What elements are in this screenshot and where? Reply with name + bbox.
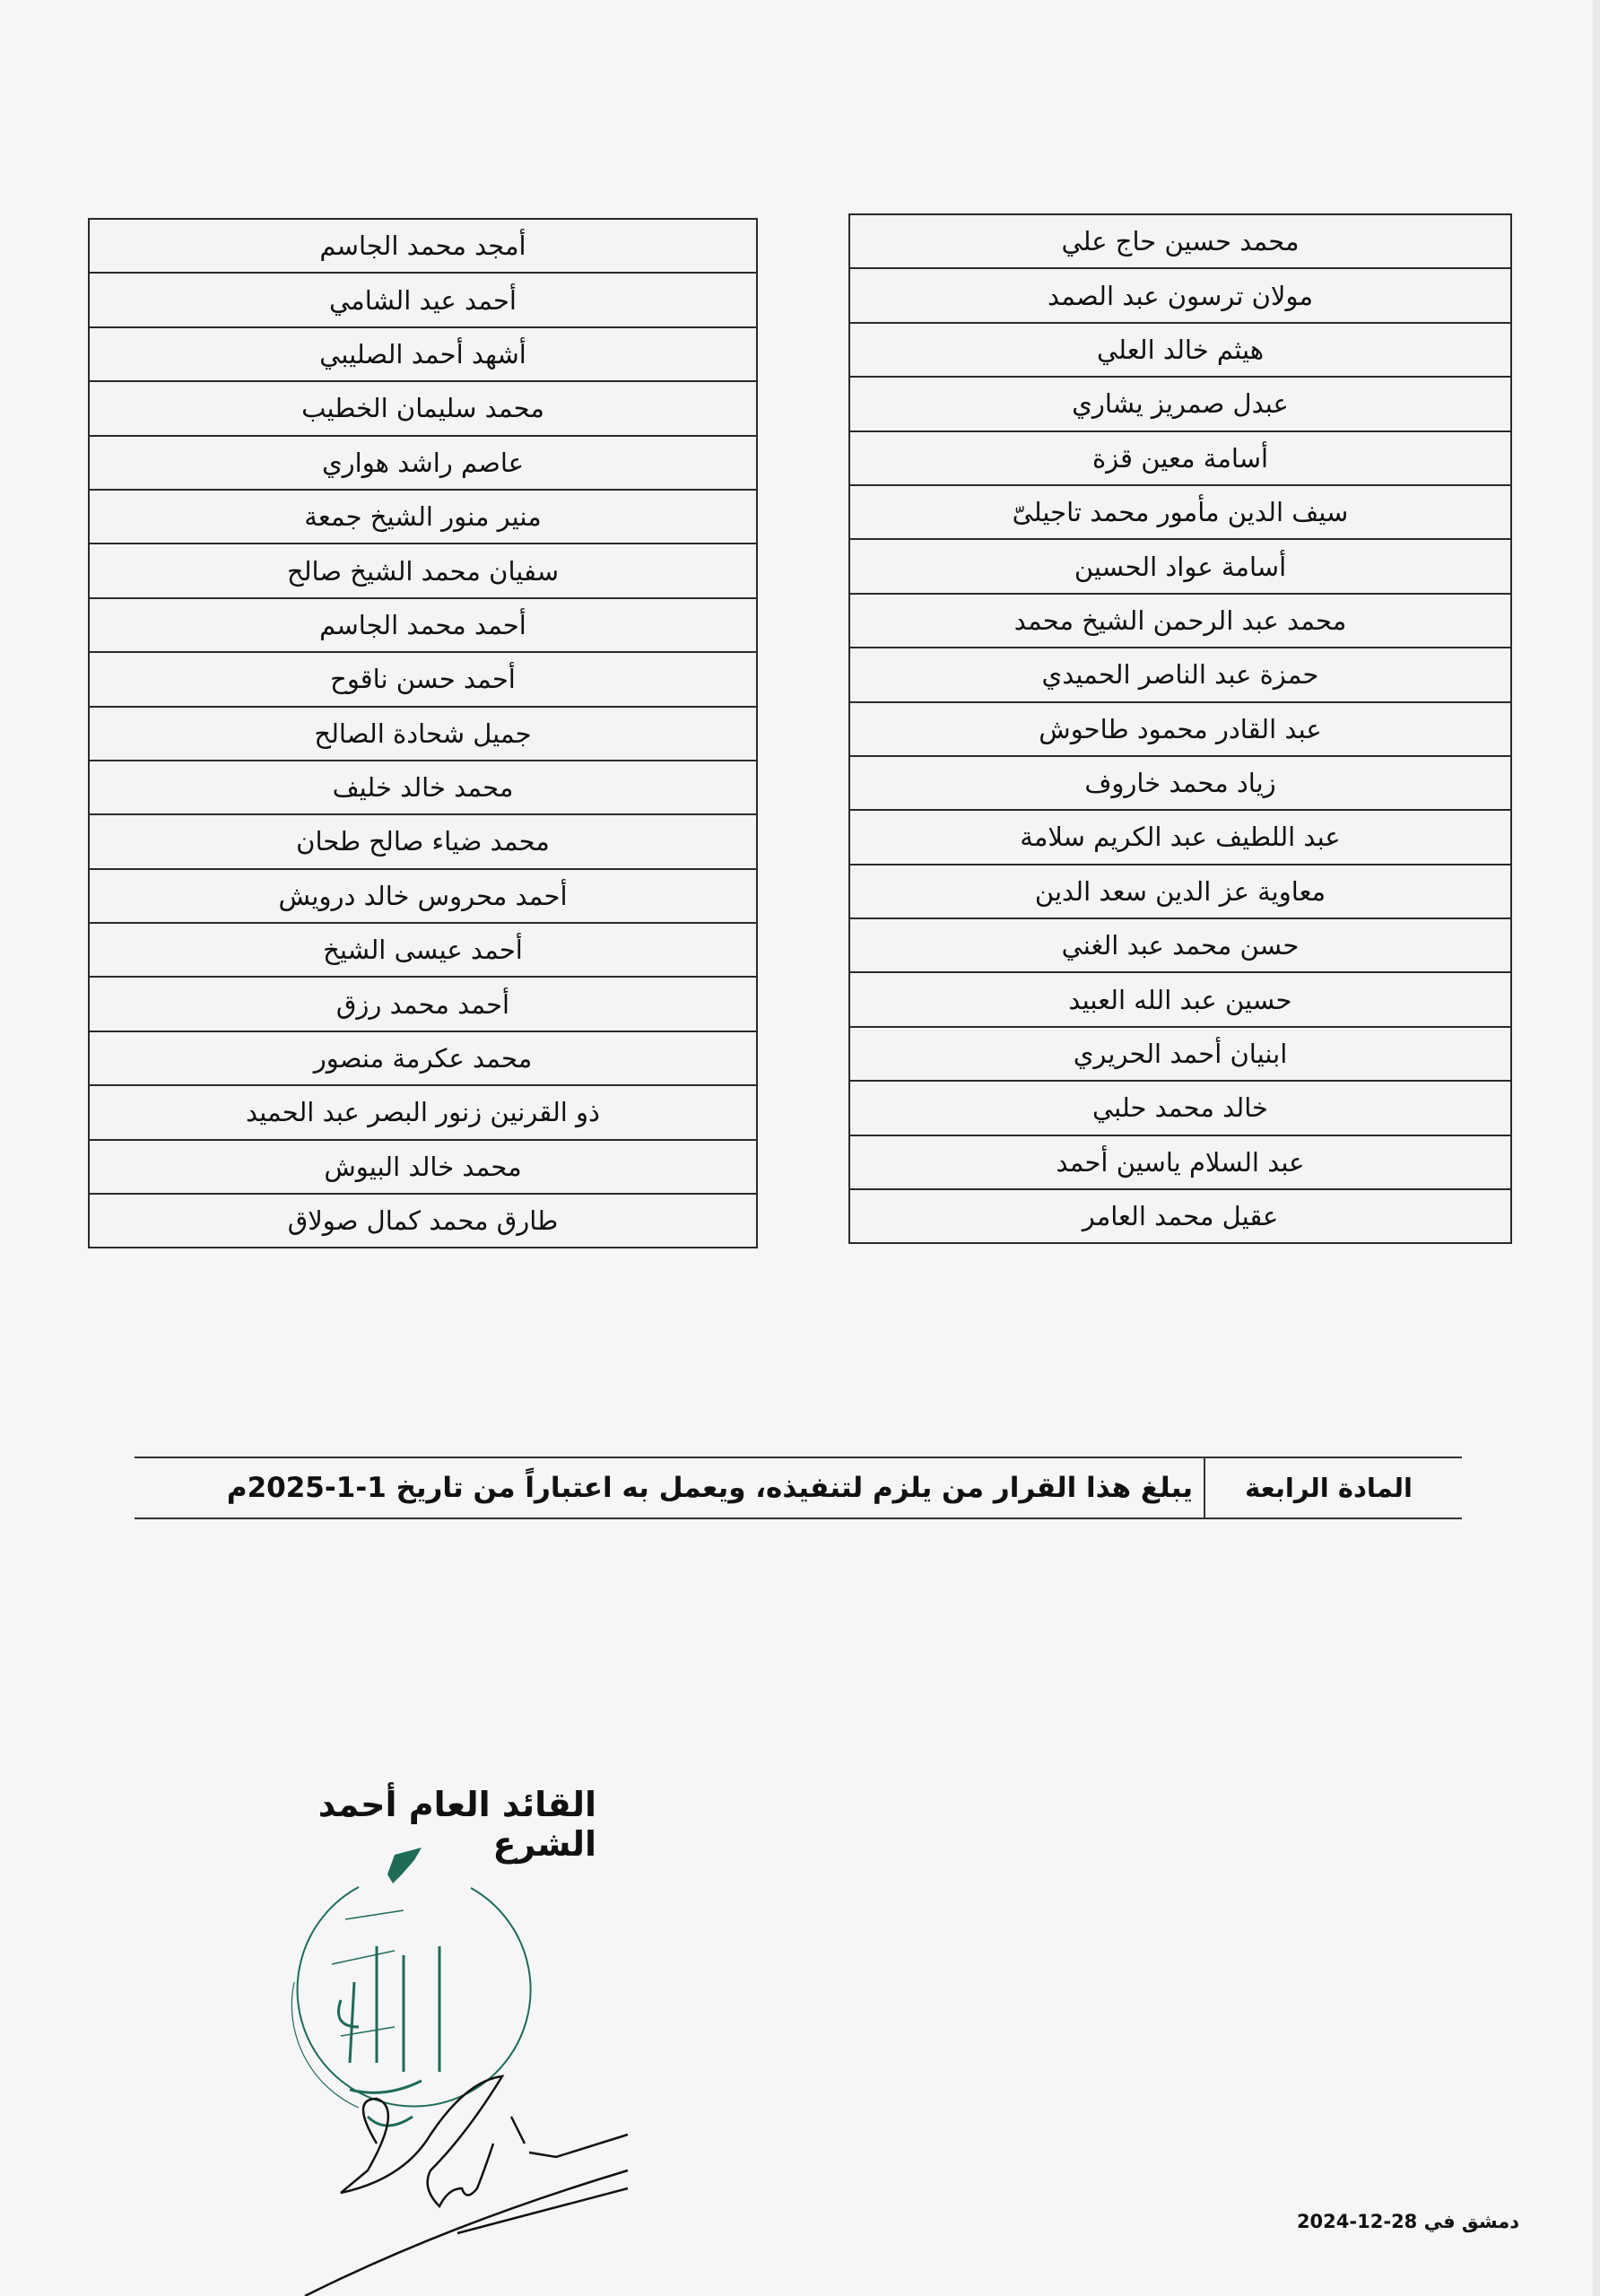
name-cell: أمجد محمد الجاسم (88, 217, 758, 274)
table-row: أحمد عيد الشامي (88, 272, 758, 328)
table-row: محمد سليمان الخطيب (88, 380, 758, 437)
name-cell: أحمد عيسى الشيخ (88, 922, 758, 978)
name-cell: حسين عبد الله العبيد (848, 971, 1512, 1028)
table-row: حمزة عبد الناصر الحميدي (848, 647, 1512, 703)
table-row: عبدل صمريز يشاري (848, 376, 1512, 432)
signature-icon (304, 2074, 629, 2296)
page-edge (1593, 0, 1600, 2296)
name-cell: مولان ترسون عبد الصمد (848, 267, 1512, 324)
name-cell: أحمد حسن ناقوح (88, 651, 758, 708)
table-row: جميل شحادة الصالح (88, 705, 758, 761)
table-row: ذو القرنين زنور البصر عبد الحميد (88, 1084, 758, 1141)
name-cell: ذو القرنين زنور البصر عبد الحميد (88, 1084, 758, 1141)
table-row: أحمد حسن ناقوح (88, 651, 758, 708)
table-row: هيثم خالد العلي (848, 321, 1512, 378)
table-row: حسين عبد الله العبيد (848, 971, 1512, 1028)
table-row: خالد محمد حلبي (848, 1080, 1512, 1136)
table-row: أحمد محمد رزق (88, 976, 758, 1032)
name-cell: معاوية عز الدين سعد الدين (848, 863, 1512, 920)
table-row: طارق محمد كمال صولاق (88, 1193, 758, 1249)
name-cell: ابنيان أحمد الحريري (848, 1025, 1512, 1083)
divider (1204, 1458, 1205, 1518)
table-row: أحمد محمد الجاسم (88, 596, 758, 654)
stamp-icon (291, 1886, 532, 2127)
name-cell: عبد القادر محمود طاحوش (848, 700, 1512, 757)
name-cell: محمد خالد خليف (88, 759, 758, 816)
name-cell: عبد السلام ياسين أحمد (848, 1134, 1512, 1191)
table-row: عاصم راشد هواري (88, 434, 758, 491)
signatory-title: القائد العام أحمد الشرع (317, 1785, 596, 1864)
name-cell: محمد سليمان الخطيب (88, 380, 758, 437)
table-row: أسامة عواد الحسين (848, 538, 1512, 595)
table-row: محمد خالد البيوش (88, 1138, 758, 1196)
table-row: محمد خالد خليف (88, 759, 758, 816)
name-cell: أشهد أحمد الصليبي (88, 326, 758, 383)
table-row: أسامة معين قزة (848, 430, 1512, 486)
name-cell: سيف الدين مأمور محمد تاجيلىّ (848, 483, 1512, 541)
table-row: محمد ضياء صالح طحان (88, 813, 758, 870)
name-cell: محمد خالد البيوش (88, 1138, 758, 1196)
name-cell: محمد ضياء صالح طحان (88, 813, 758, 870)
table-row: أمجد محمد الجاسم (88, 217, 758, 274)
name-cell: عقيل محمد العامر (848, 1188, 1512, 1245)
name-cell: جميل شحادة الصالح (88, 705, 758, 761)
article-four-row: المادة الرابعة يبلغ هذا القرار من يلزم ل… (135, 1457, 1462, 1519)
name-cell: عبدل صمريز يشاري (848, 376, 1512, 432)
table-row: سيف الدين مأمور محمد تاجيلىّ (848, 483, 1512, 541)
table-row: منير منور الشيخ جمعة (88, 488, 758, 545)
name-cell: حمزة عبد الناصر الحميدي (848, 647, 1512, 703)
table-row: حسن محمد عبد الغني (848, 918, 1512, 974)
name-cell: محمد حسين حاج علي (848, 213, 1512, 270)
name-cell: طارق محمد كمال صولاق (88, 1193, 758, 1249)
name-cell: أحمد محروس خالد درويش (88, 867, 758, 925)
name-cell: سفيان محمد الشيخ صالح (88, 543, 758, 599)
table-row: زياد محمد خاروف (848, 754, 1512, 812)
name-cell: أحمد محمد الجاسم (88, 596, 758, 654)
name-cell: حسن محمد عبد الغني (848, 918, 1512, 974)
table-row: عبد السلام ياسين أحمد (848, 1134, 1512, 1191)
map-icon (387, 1848, 422, 1883)
date-line: دمشق في 28-12-2024 (1296, 2211, 1519, 2232)
name-cell: زياد محمد خاروف (848, 754, 1512, 812)
name-cell: عاصم راشد هواري (88, 434, 758, 491)
article-text: يبلغ هذا القرار من يلزم لتنفيذه، ويعمل ب… (226, 1472, 1193, 1504)
table-row: أحمد محروس خالد درويش (88, 867, 758, 925)
name-cell: أحمد عيد الشامي (88, 272, 758, 328)
table-row: عبد اللطيف عبد الكريم سلامة (848, 809, 1512, 865)
name-cell: محمد عكرمة منصور (88, 1030, 758, 1087)
table-row: محمد عكرمة منصور (88, 1030, 758, 1087)
table-row: معاوية عز الدين سعد الدين (848, 863, 1512, 920)
official-stamp-and-signature (291, 1848, 629, 2296)
name-cell: أسامة معين قزة (848, 430, 1512, 486)
names-table-right: محمد حسين حاج علي مولان ترسون عبد الصمد هي… (848, 213, 1512, 1245)
table-row: أحمد عيسى الشيخ (88, 922, 758, 978)
table-row: محمد عبد الرحمن الشيخ محمد (848, 592, 1512, 649)
name-cell: محمد عبد الرحمن الشيخ محمد (848, 592, 1512, 649)
table-row: سفيان محمد الشيخ صالح (88, 543, 758, 599)
table-row: عبد القادر محمود طاحوش (848, 700, 1512, 757)
table-row: مولان ترسون عبد الصمد (848, 267, 1512, 324)
name-cell: هيثم خالد العلي (848, 321, 1512, 378)
table-row: عقيل محمد العامر (848, 1188, 1512, 1245)
table-row: أشهد أحمد الصليبي (88, 326, 758, 383)
table-row: ابنيان أحمد الحريري (848, 1025, 1512, 1083)
name-cell: أحمد محمد رزق (88, 976, 758, 1032)
name-cell: خالد محمد حلبي (848, 1080, 1512, 1136)
name-cell: عبد اللطيف عبد الكريم سلامة (848, 809, 1512, 865)
table-row: محمد حسين حاج علي (848, 213, 1512, 270)
name-cell: منير منور الشيخ جمعة (88, 488, 758, 545)
name-cell: أسامة عواد الحسين (848, 538, 1512, 595)
names-table-left: أمجد محمد الجاسم أحمد عيد الشامي أشهد أحمد… (88, 217, 758, 1249)
article-label: المادة الرابعة (1245, 1473, 1413, 1503)
